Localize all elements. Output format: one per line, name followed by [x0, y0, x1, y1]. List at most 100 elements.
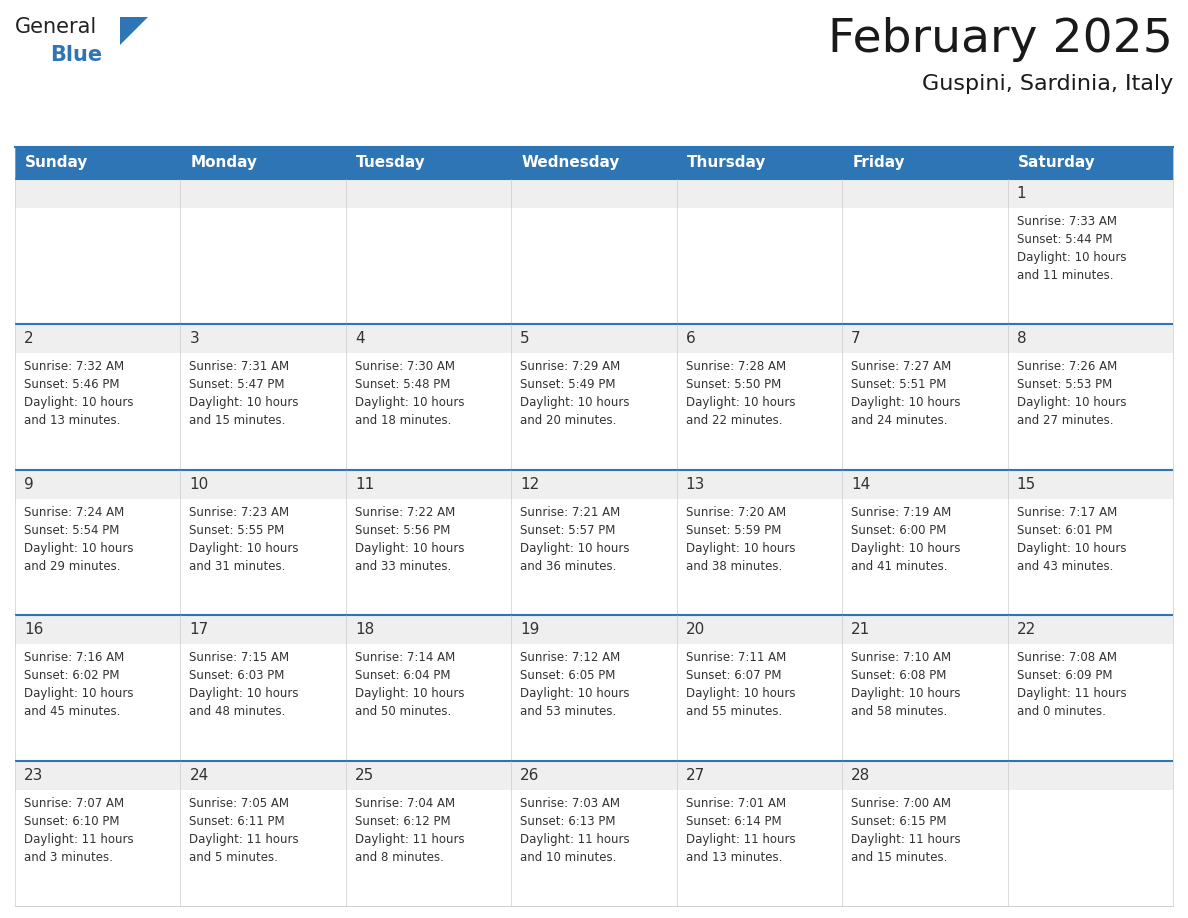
Bar — [346, 179, 511, 208]
Text: General: General — [15, 17, 97, 37]
Text: Sunrise: 7:33 AM
Sunset: 5:44 PM
Daylight: 10 hours
and 11 minutes.: Sunrise: 7:33 AM Sunset: 5:44 PM Dayligh… — [1017, 215, 1126, 282]
Bar — [842, 147, 1007, 179]
Bar — [181, 615, 346, 644]
Bar — [181, 761, 346, 906]
Bar — [346, 324, 511, 470]
Text: 9: 9 — [24, 476, 33, 492]
Text: 7: 7 — [851, 331, 861, 346]
Bar — [346, 147, 511, 179]
Bar — [346, 761, 511, 789]
Text: Sunrise: 7:11 AM
Sunset: 6:07 PM
Daylight: 10 hours
and 55 minutes.: Sunrise: 7:11 AM Sunset: 6:07 PM Dayligh… — [685, 651, 795, 718]
Bar — [181, 470, 346, 498]
Bar — [346, 615, 511, 761]
Text: 1: 1 — [1017, 186, 1026, 201]
Text: Sunrise: 7:01 AM
Sunset: 6:14 PM
Daylight: 11 hours
and 13 minutes.: Sunrise: 7:01 AM Sunset: 6:14 PM Dayligh… — [685, 797, 795, 864]
Bar — [677, 761, 842, 906]
Bar — [15, 324, 181, 470]
Bar — [15, 147, 1173, 179]
Bar — [511, 147, 677, 179]
Bar — [1007, 179, 1173, 208]
Bar — [346, 324, 511, 353]
Text: Sunrise: 7:26 AM
Sunset: 5:53 PM
Daylight: 10 hours
and 27 minutes.: Sunrise: 7:26 AM Sunset: 5:53 PM Dayligh… — [1017, 361, 1126, 428]
Bar — [346, 470, 511, 615]
Bar — [842, 179, 1007, 208]
Bar — [1007, 324, 1173, 353]
Text: Sunrise: 7:23 AM
Sunset: 5:55 PM
Daylight: 10 hours
and 31 minutes.: Sunrise: 7:23 AM Sunset: 5:55 PM Dayligh… — [189, 506, 299, 573]
Bar — [842, 470, 1007, 498]
Bar — [677, 470, 842, 615]
Bar — [181, 761, 346, 789]
Text: Sunrise: 7:14 AM
Sunset: 6:04 PM
Daylight: 10 hours
and 50 minutes.: Sunrise: 7:14 AM Sunset: 6:04 PM Dayligh… — [355, 651, 465, 718]
Text: 13: 13 — [685, 476, 706, 492]
Text: 25: 25 — [355, 767, 374, 783]
Bar — [511, 615, 677, 761]
Text: Sunrise: 7:19 AM
Sunset: 6:00 PM
Daylight: 10 hours
and 41 minutes.: Sunrise: 7:19 AM Sunset: 6:00 PM Dayligh… — [851, 506, 961, 573]
Text: Sunrise: 7:21 AM
Sunset: 5:57 PM
Daylight: 10 hours
and 36 minutes.: Sunrise: 7:21 AM Sunset: 5:57 PM Dayligh… — [520, 506, 630, 573]
Polygon shape — [120, 17, 148, 45]
Text: Saturday: Saturday — [1018, 155, 1095, 171]
Bar — [1007, 761, 1173, 789]
Text: Sunrise: 7:05 AM
Sunset: 6:11 PM
Daylight: 11 hours
and 5 minutes.: Sunrise: 7:05 AM Sunset: 6:11 PM Dayligh… — [189, 797, 299, 864]
Bar — [511, 761, 677, 789]
Bar — [1007, 179, 1173, 324]
Text: Sunrise: 7:31 AM
Sunset: 5:47 PM
Daylight: 10 hours
and 15 minutes.: Sunrise: 7:31 AM Sunset: 5:47 PM Dayligh… — [189, 361, 299, 428]
Text: 16: 16 — [24, 622, 44, 637]
Text: Sunrise: 7:24 AM
Sunset: 5:54 PM
Daylight: 10 hours
and 29 minutes.: Sunrise: 7:24 AM Sunset: 5:54 PM Dayligh… — [24, 506, 133, 573]
Text: Sunday: Sunday — [25, 155, 88, 171]
Bar — [181, 147, 346, 179]
Bar — [511, 179, 677, 324]
Text: 10: 10 — [189, 476, 209, 492]
Text: Wednesday: Wednesday — [522, 155, 620, 171]
Bar — [842, 615, 1007, 644]
Text: Sunrise: 7:29 AM
Sunset: 5:49 PM
Daylight: 10 hours
and 20 minutes.: Sunrise: 7:29 AM Sunset: 5:49 PM Dayligh… — [520, 361, 630, 428]
Bar — [181, 179, 346, 324]
Text: 5: 5 — [520, 331, 530, 346]
Text: Sunrise: 7:22 AM
Sunset: 5:56 PM
Daylight: 10 hours
and 33 minutes.: Sunrise: 7:22 AM Sunset: 5:56 PM Dayligh… — [355, 506, 465, 573]
Bar — [1007, 324, 1173, 470]
Text: Friday: Friday — [852, 155, 905, 171]
Bar — [1007, 470, 1173, 498]
Text: Sunrise: 7:03 AM
Sunset: 6:13 PM
Daylight: 11 hours
and 10 minutes.: Sunrise: 7:03 AM Sunset: 6:13 PM Dayligh… — [520, 797, 630, 864]
Text: 22: 22 — [1017, 622, 1036, 637]
Bar — [842, 324, 1007, 353]
Text: 3: 3 — [189, 331, 200, 346]
Bar — [511, 615, 677, 644]
Text: Sunrise: 7:08 AM
Sunset: 6:09 PM
Daylight: 11 hours
and 0 minutes.: Sunrise: 7:08 AM Sunset: 6:09 PM Dayligh… — [1017, 651, 1126, 718]
Bar — [511, 761, 677, 906]
Bar — [842, 761, 1007, 789]
Bar — [346, 470, 511, 498]
Text: Sunrise: 7:16 AM
Sunset: 6:02 PM
Daylight: 10 hours
and 45 minutes.: Sunrise: 7:16 AM Sunset: 6:02 PM Dayligh… — [24, 651, 133, 718]
Text: Sunrise: 7:17 AM
Sunset: 6:01 PM
Daylight: 10 hours
and 43 minutes.: Sunrise: 7:17 AM Sunset: 6:01 PM Dayligh… — [1017, 506, 1126, 573]
Bar — [181, 324, 346, 353]
Text: Sunrise: 7:28 AM
Sunset: 5:50 PM
Daylight: 10 hours
and 22 minutes.: Sunrise: 7:28 AM Sunset: 5:50 PM Dayligh… — [685, 361, 795, 428]
Text: Sunrise: 7:30 AM
Sunset: 5:48 PM
Daylight: 10 hours
and 18 minutes.: Sunrise: 7:30 AM Sunset: 5:48 PM Dayligh… — [355, 361, 465, 428]
Bar — [1007, 615, 1173, 761]
Bar — [677, 147, 842, 179]
Bar — [181, 179, 346, 208]
Bar — [677, 324, 842, 353]
Text: Sunrise: 7:27 AM
Sunset: 5:51 PM
Daylight: 10 hours
and 24 minutes.: Sunrise: 7:27 AM Sunset: 5:51 PM Dayligh… — [851, 361, 961, 428]
Text: Sunrise: 7:04 AM
Sunset: 6:12 PM
Daylight: 11 hours
and 8 minutes.: Sunrise: 7:04 AM Sunset: 6:12 PM Dayligh… — [355, 797, 465, 864]
Bar — [677, 179, 842, 208]
Text: 20: 20 — [685, 622, 704, 637]
Bar — [15, 179, 181, 324]
Bar — [511, 470, 677, 615]
Bar — [15, 179, 181, 208]
Text: 8: 8 — [1017, 331, 1026, 346]
Text: 17: 17 — [189, 622, 209, 637]
Text: Guspini, Sardinia, Italy: Guspini, Sardinia, Italy — [922, 74, 1173, 94]
Bar — [511, 470, 677, 498]
Bar — [677, 615, 842, 761]
Bar — [842, 324, 1007, 470]
Text: Monday: Monday — [190, 155, 258, 171]
Text: 27: 27 — [685, 767, 704, 783]
Bar — [15, 761, 181, 906]
Bar — [15, 470, 181, 498]
Text: 6: 6 — [685, 331, 695, 346]
Text: February 2025: February 2025 — [828, 17, 1173, 62]
Bar — [842, 470, 1007, 615]
Text: Sunrise: 7:15 AM
Sunset: 6:03 PM
Daylight: 10 hours
and 48 minutes.: Sunrise: 7:15 AM Sunset: 6:03 PM Dayligh… — [189, 651, 299, 718]
Text: 14: 14 — [851, 476, 871, 492]
Bar — [15, 761, 181, 789]
Text: Thursday: Thursday — [687, 155, 766, 171]
